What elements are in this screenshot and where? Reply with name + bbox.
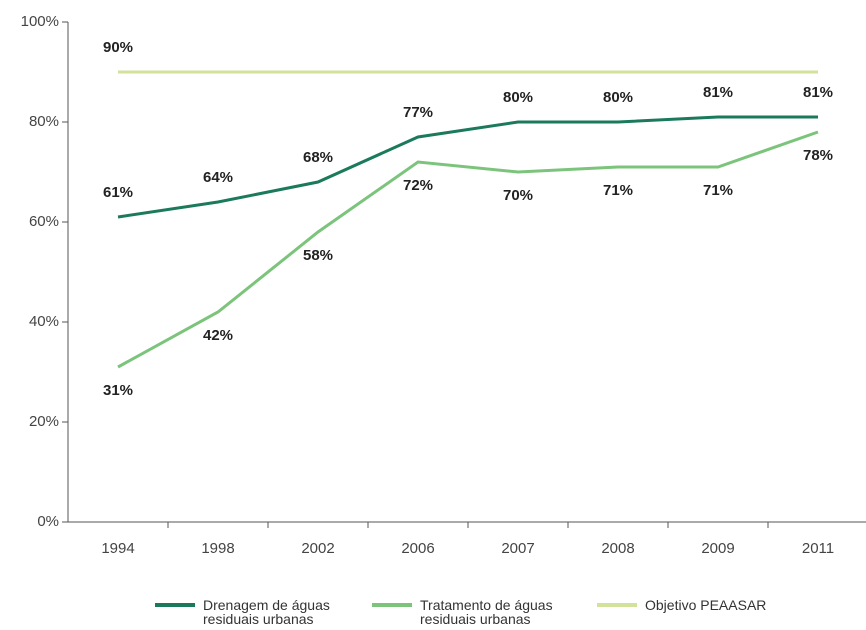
series-line [117, 130, 819, 369]
chart: 0% 20% 40% 60% 80% 100% 1994 1998 2002 2006 2007 20… [21, 13, 866, 557]
value-label: 78% [803, 147, 833, 164]
legend-label: Tratamento de águas residuais urbanas [420, 597, 553, 627]
value-label: 61% [103, 184, 133, 201]
x-tick-label: 1994 [101, 540, 134, 557]
value-label: 81% [703, 84, 733, 101]
y-tick-label: 40% [29, 313, 59, 330]
legend-swatch [372, 603, 412, 607]
value-label: 64% [203, 169, 233, 186]
value-label: 77% [403, 104, 433, 121]
value-label: 42% [203, 327, 233, 344]
x-tick-label: 2009 [701, 540, 734, 557]
value-label: 80% [603, 89, 633, 106]
legend-label: Drenagem de águas residuais urbanas [203, 597, 330, 627]
legend-label: Objetivo PEAASAR [645, 597, 767, 613]
value-label: 68% [303, 149, 333, 166]
y-tick-label: 60% [29, 213, 59, 230]
value-label: 31% [103, 382, 133, 399]
x-tick-label: 2007 [501, 540, 534, 557]
y-tick-label: 20% [29, 413, 59, 430]
value-label: 71% [703, 182, 733, 199]
value-label: 72% [403, 177, 433, 194]
value-label: 81% [803, 84, 833, 101]
y-tick-label: 100% [21, 13, 59, 30]
legend-swatch [155, 603, 195, 607]
legend-item: Objetivo PEAASAR [597, 598, 795, 612]
x-tick-label: 2008 [601, 540, 634, 557]
x-tick-label: 2011 [802, 540, 834, 557]
x-tick-label: 2002 [301, 540, 334, 557]
y-tick-label: 0% [37, 513, 59, 530]
x-tick-label: 2006 [401, 540, 434, 557]
value-label: 71% [603, 182, 633, 199]
value-label: 58% [303, 247, 333, 264]
y-tick-label: 80% [29, 113, 59, 130]
legend-item: Tratamento de águas residuais urbanas [372, 598, 570, 626]
value-label: 90% [103, 39, 133, 56]
series-line [117, 115, 818, 219]
value-label: 70% [503, 187, 533, 204]
legend-item: Drenagem de águas residuais urbanas [155, 598, 353, 626]
legend-swatch [597, 603, 637, 607]
x-tick-label: 1998 [201, 540, 234, 557]
value-label: 80% [503, 89, 533, 106]
